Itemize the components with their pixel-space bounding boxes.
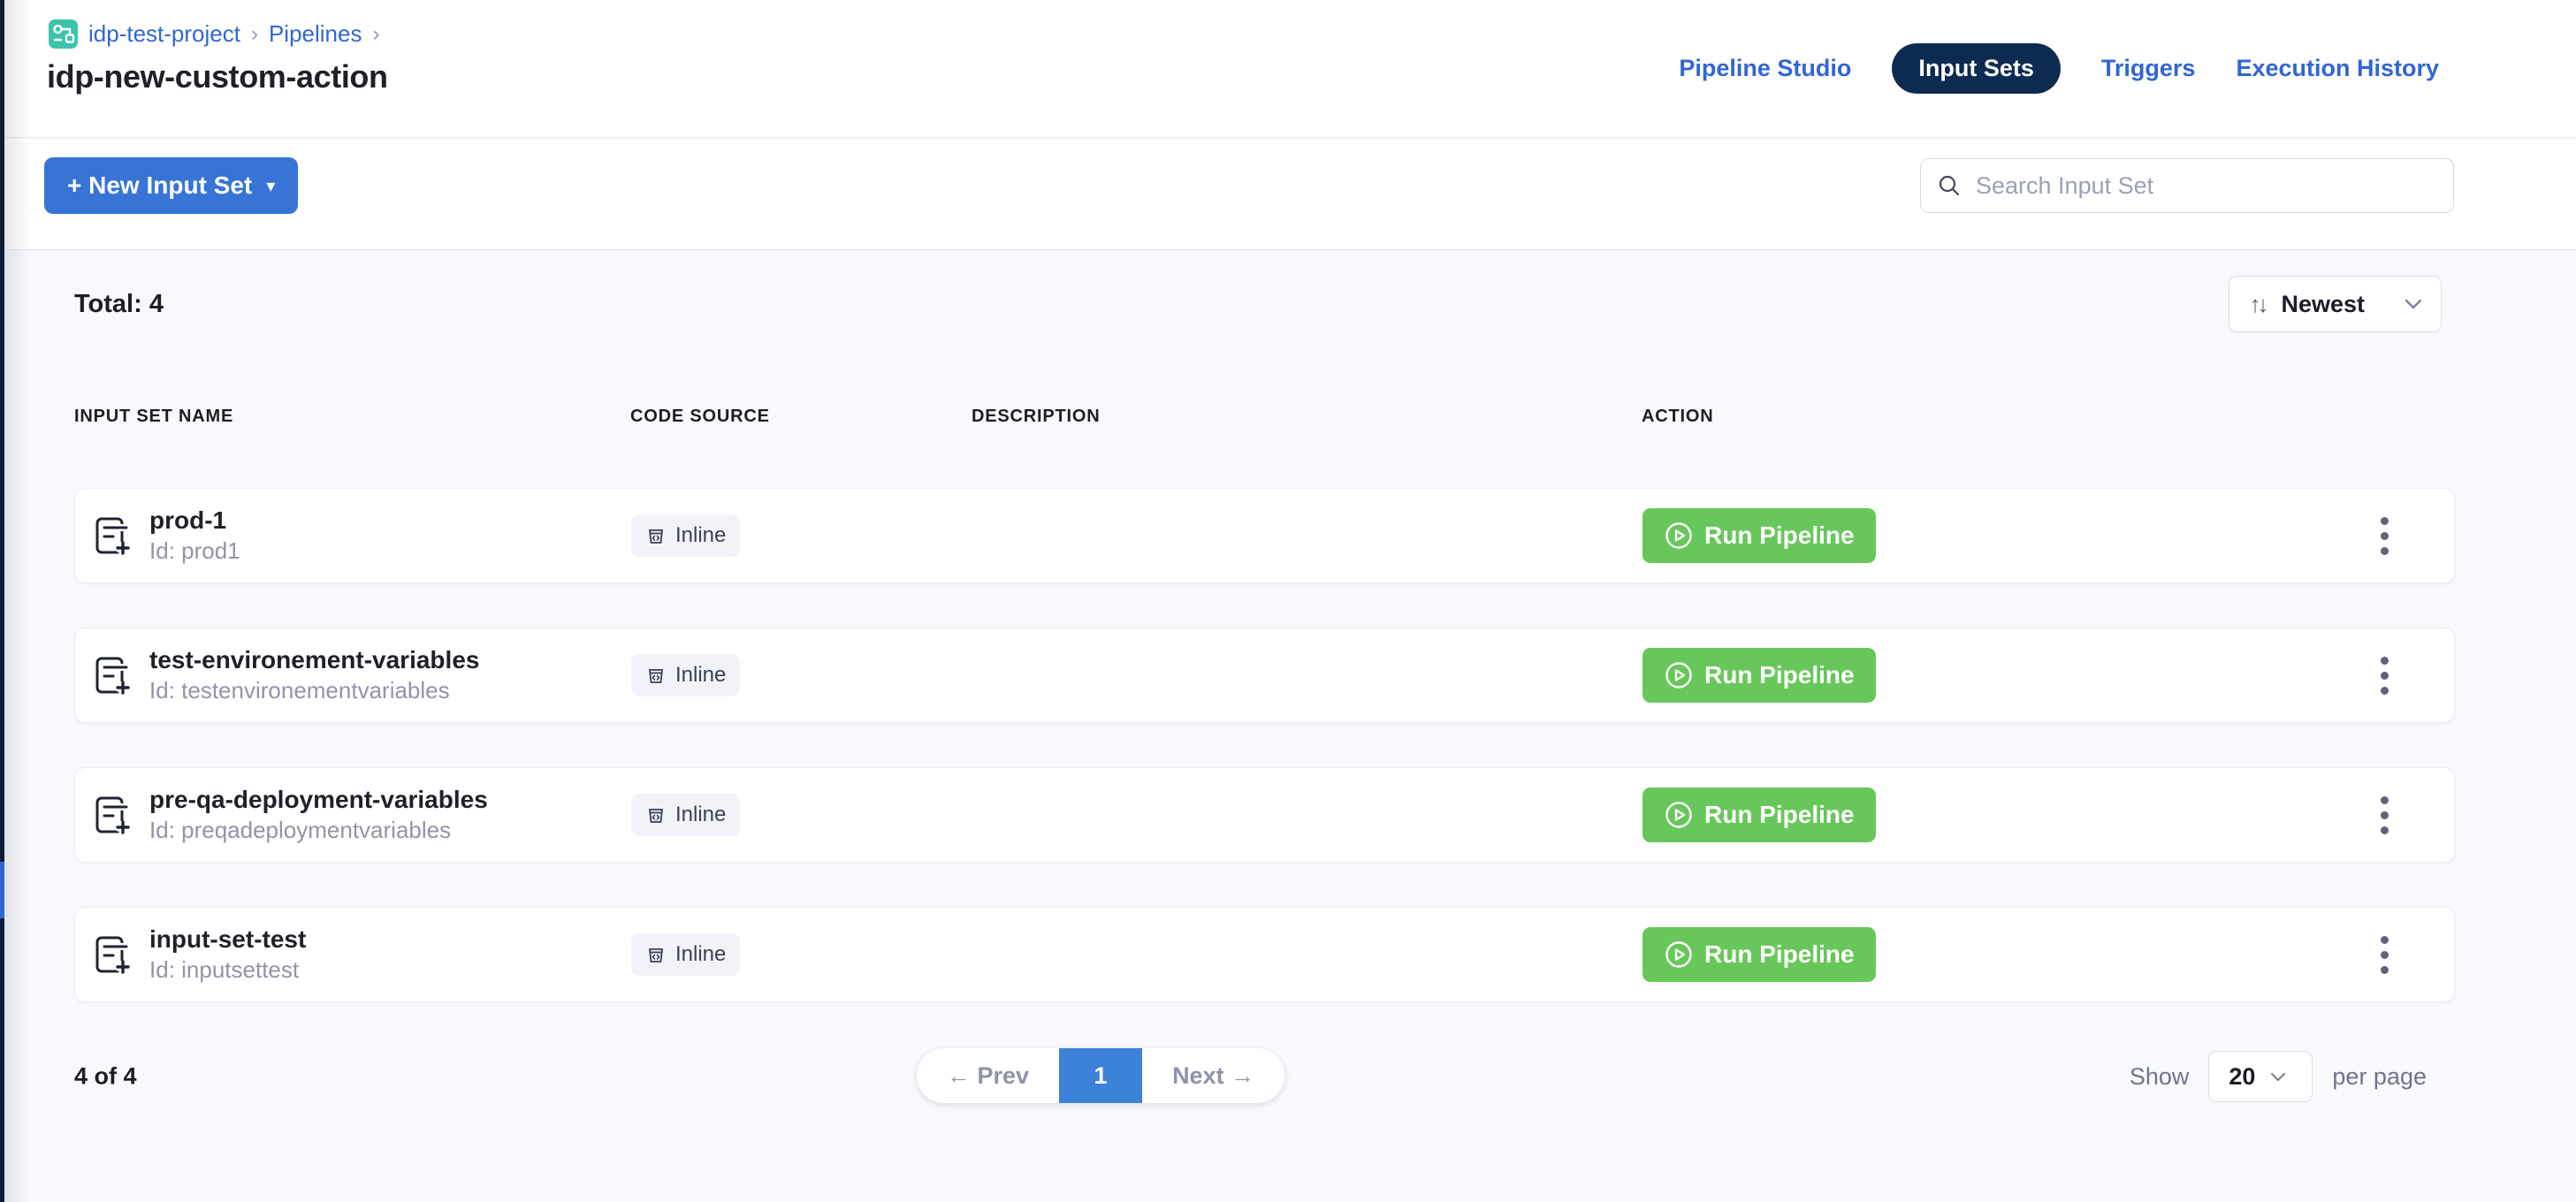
code-source-badge: Inline bbox=[631, 794, 741, 836]
page-title: idp-new-custom-action bbox=[47, 58, 388, 95]
caret-down-icon: ▾ bbox=[266, 176, 276, 196]
pipeline-tabs: Pipeline Studio Input Sets Triggers Exec… bbox=[1679, 43, 2439, 94]
prev-page-button[interactable]: ← Prev bbox=[917, 1048, 1059, 1103]
play-circle-icon bbox=[1665, 802, 1692, 828]
next-page-button[interactable]: Next → bbox=[1142, 1048, 1284, 1103]
run-pipeline-label: Run Pipeline bbox=[1704, 521, 1855, 549]
chevron-down-icon bbox=[2271, 1072, 2286, 1081]
column-header-action: ACTION bbox=[1642, 407, 1714, 426]
toolbar: + New Input Set ▾ bbox=[0, 139, 2576, 250]
total-count-label: Total: 4 bbox=[74, 289, 164, 318]
table-row[interactable]: test-environement-variables Id: testenvi… bbox=[74, 628, 2455, 723]
play-circle-icon bbox=[1665, 522, 1692, 549]
input-set-id: Id: inputsettest bbox=[149, 956, 300, 984]
new-input-set-label: + New Input Set bbox=[67, 171, 253, 199]
run-pipeline-button[interactable]: Run Pipeline bbox=[1642, 508, 1876, 563]
table-header: INPUT SET NAME CODE SOURCE DESCRIPTION A… bbox=[74, 407, 2455, 430]
rows-container: prod-1 Id: prod1 Inline bbox=[74, 488, 2455, 1002]
pagination-bar: 4 of 4 ← Prev 1 Next → Show 20 per page bbox=[74, 1048, 2455, 1105]
breadcrumb: idp-test-project › Pipelines › bbox=[49, 19, 379, 49]
search-box bbox=[1920, 158, 2454, 213]
breadcrumb-pipelines-link[interactable]: Pipelines bbox=[268, 20, 362, 47]
input-set-icon bbox=[95, 657, 130, 695]
search-input[interactable] bbox=[1976, 171, 2437, 200]
input-set-name[interactable]: test-environement-variables bbox=[149, 646, 480, 674]
play-circle-icon bbox=[1665, 941, 1692, 968]
input-set-id: Id: preqadeploymentvariables bbox=[149, 817, 452, 844]
input-set-id: Id: prod1 bbox=[149, 537, 240, 565]
code-source-badge: Inline bbox=[631, 933, 741, 976]
table-row[interactable]: input-set-test Id: inputsettest Inline bbox=[74, 907, 2455, 1002]
inline-store-icon bbox=[648, 669, 664, 683]
page-1-button[interactable]: 1 bbox=[1059, 1048, 1143, 1103]
tab-execution-history[interactable]: Execution History bbox=[2236, 55, 2439, 81]
row-options-menu-icon[interactable] bbox=[2358, 628, 2411, 722]
input-set-name-cell: prod-1 Id: prod1 bbox=[91, 489, 240, 582]
run-pipeline-label: Run Pipeline bbox=[1704, 661, 1855, 688]
input-set-name[interactable]: input-set-test bbox=[149, 925, 307, 954]
breadcrumb-project-link[interactable]: idp-test-project bbox=[88, 20, 240, 47]
input-set-name-cell: test-environement-variables Id: testenvi… bbox=[91, 628, 479, 722]
code-source-badge: Inline bbox=[631, 654, 741, 696]
show-label: Show bbox=[2129, 1062, 2190, 1090]
row-options-menu-icon[interactable] bbox=[2358, 489, 2411, 582]
code-source-label: Inline bbox=[675, 942, 727, 966]
sort-dropdown-value: Newest bbox=[2281, 290, 2365, 317]
new-input-set-button[interactable]: + New Input Set ▾ bbox=[44, 157, 299, 214]
search-icon bbox=[1939, 175, 1960, 196]
page-size-value: 20 bbox=[2229, 1062, 2256, 1090]
input-sets-list: Total: 4 ↑↓ Newest INPUT SET NAME CODE S… bbox=[0, 250, 2576, 1202]
inline-store-icon bbox=[648, 529, 664, 544]
row-options-menu-icon[interactable] bbox=[2358, 908, 2411, 1001]
run-pipeline-button[interactable]: Run Pipeline bbox=[1642, 927, 1876, 982]
sort-dropdown[interactable]: ↑↓ Newest bbox=[2229, 276, 2442, 332]
page-size-select[interactable]: 20 bbox=[2208, 1051, 2313, 1102]
tab-input-sets-selected[interactable]: Input Sets bbox=[1892, 43, 2061, 94]
input-set-icon bbox=[95, 936, 130, 974]
run-pipeline-label: Run Pipeline bbox=[1704, 940, 1855, 968]
tab-triggers[interactable]: Triggers bbox=[2100, 55, 2196, 81]
breadcrumb-separator: › bbox=[250, 21, 258, 46]
inline-store-icon bbox=[648, 948, 664, 962]
row-options-menu-icon[interactable] bbox=[2358, 768, 2411, 862]
table-row[interactable]: prod-1 Id: prod1 Inline bbox=[74, 488, 2455, 583]
chevron-down-icon bbox=[2405, 299, 2422, 309]
input-set-icon bbox=[95, 517, 130, 555]
input-set-id: Id: testenvironementvariables bbox=[149, 677, 450, 704]
sidebar-active-indicator bbox=[0, 862, 4, 918]
play-circle-icon bbox=[1665, 662, 1692, 688]
sort-arrows-icon: ↑↓ bbox=[2249, 290, 2268, 317]
input-set-name[interactable]: pre-qa-deployment-variables bbox=[149, 786, 488, 814]
code-source-badge: Inline bbox=[631, 514, 741, 557]
input-set-name-cell: pre-qa-deployment-variables Id: preqadep… bbox=[91, 768, 488, 862]
column-header-description: DESCRIPTION bbox=[972, 407, 1101, 426]
code-source-label: Inline bbox=[675, 523, 727, 547]
input-set-icon bbox=[95, 796, 130, 834]
per-page-label: per page bbox=[2332, 1062, 2427, 1090]
items-count-label: 4 of 4 bbox=[74, 1062, 137, 1090]
run-pipeline-button[interactable]: Run Pipeline bbox=[1642, 787, 1876, 842]
tab-pipeline-studio[interactable]: Pipeline Studio bbox=[1679, 55, 1852, 81]
pager: ← Prev 1 Next → bbox=[917, 1048, 1285, 1103]
inline-store-icon bbox=[648, 809, 664, 823]
page-size-control: Show 20 per page bbox=[2130, 1051, 2427, 1102]
table-row[interactable]: pre-qa-deployment-variables Id: preqadep… bbox=[74, 767, 2455, 863]
input-set-name[interactable]: prod-1 bbox=[149, 506, 227, 535]
page-header: idp-test-project › Pipelines › idp-new-c… bbox=[0, 0, 2576, 138]
code-source-label: Inline bbox=[675, 663, 727, 687]
breadcrumb-separator: › bbox=[372, 21, 380, 46]
column-header-code-source: CODE SOURCE bbox=[630, 407, 770, 426]
run-pipeline-label: Run Pipeline bbox=[1704, 801, 1855, 828]
code-source-label: Inline bbox=[675, 803, 727, 826]
run-pipeline-button[interactable]: Run Pipeline bbox=[1642, 648, 1876, 703]
pipelines-module-icon bbox=[49, 19, 78, 49]
column-header-name: INPUT SET NAME bbox=[74, 407, 234, 426]
input-set-name-cell: input-set-test Id: inputsettest bbox=[91, 908, 306, 1001]
collapsed-sidebar-edge[interactable] bbox=[0, 0, 4, 1202]
